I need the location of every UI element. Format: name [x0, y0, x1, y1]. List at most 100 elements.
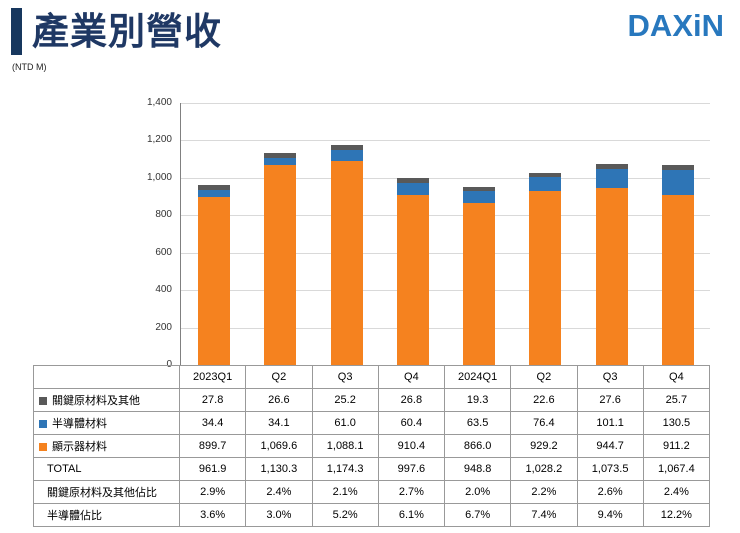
row-label-cell: 半導體佔比 — [33, 503, 180, 527]
bar-segment — [661, 165, 694, 171]
legend-swatch — [39, 443, 47, 452]
value-cell: 948.8 — [443, 457, 512, 481]
quarter-header-cell — [33, 365, 180, 389]
value-cell: 1,130.3 — [245, 457, 313, 481]
gridline — [181, 290, 710, 292]
legend-swatch — [39, 397, 47, 406]
y-axis-tick-label: 200 — [155, 321, 172, 333]
quarter-header-cell: Q3 — [576, 365, 644, 389]
y-axis-tick-label: 1,000 — [146, 171, 172, 183]
chart-plot — [180, 103, 710, 365]
stacked-bar-2023Q1 — [198, 185, 231, 365]
value-cell: 911.2 — [642, 434, 711, 458]
bar-segment — [330, 161, 363, 365]
bar-segment — [198, 196, 231, 365]
row-label-cell: 顯示器材料 — [33, 434, 180, 458]
y-axis-tick-label: 1,200 — [146, 134, 172, 146]
value-cell: 19.3 — [443, 388, 512, 412]
value-cell: 961.9 — [178, 457, 247, 481]
value-cell: 2.0% — [443, 480, 512, 504]
value-cell: 76.4 — [510, 411, 578, 435]
row-label-cell: 關鍵原材料及其他 — [33, 388, 180, 412]
value-cell: 12.2% — [642, 503, 711, 527]
gridline — [181, 103, 710, 104]
row-label-cell: 關鍵原材料及其他佔比 — [33, 480, 180, 504]
table-row: 關鍵原材料及其他 27.8 26.6 25.2 26.8 19.3 22.6 27.6 25.7 — [33, 388, 711, 412]
value-cell: 910.4 — [377, 434, 446, 458]
value-cell: 2.6% — [576, 480, 644, 504]
gridline — [181, 215, 710, 217]
value-cell: 1,028.2 — [510, 457, 578, 481]
value-cell: 63.5 — [443, 411, 512, 435]
value-cell: 34.4 — [178, 411, 247, 435]
value-cell: 3.0% — [245, 503, 313, 527]
value-cell: 1,088.1 — [311, 434, 379, 458]
bar-segment — [264, 164, 297, 365]
bar-segment — [463, 202, 496, 365]
value-cell: 997.6 — [377, 457, 446, 481]
value-cell: 27.6 — [576, 388, 644, 412]
gridline — [181, 252, 710, 254]
revenue-table: 2023Q1 Q2 Q3 Q4 2024Q1 Q2 Q3 Q4 關鍵原材料及其他 27.8 26.6… — [33, 365, 711, 527]
quarter-header-cell: Q3 — [311, 365, 379, 389]
quarter-header-cell: 2024Q1 — [443, 365, 512, 389]
bar-segment — [595, 169, 628, 189]
stacked-bar-2024Q1 — [463, 187, 496, 365]
bar-segment — [529, 191, 562, 365]
value-cell: 60.4 — [377, 411, 446, 435]
value-cell: 9.4% — [576, 503, 644, 527]
quarter-header-cell: Q4 — [642, 365, 711, 389]
bar-segment — [330, 150, 363, 162]
value-cell: 61.0 — [311, 411, 379, 435]
y-axis-tick-label: 600 — [155, 246, 172, 258]
bar-segment — [661, 194, 694, 365]
row-label-cell: TOTAL — [33, 457, 180, 481]
bar-segment — [198, 185, 231, 191]
value-cell: 1,067.4 — [642, 457, 711, 481]
row-label: 顯示器材料 — [52, 441, 107, 453]
quarter-header-cell: 2023Q1 — [178, 365, 247, 389]
value-cell: 26.8 — [377, 388, 446, 412]
quarter-header-cell: Q2 — [510, 365, 578, 389]
bar-segment — [264, 158, 297, 165]
value-cell: 6.1% — [377, 503, 446, 527]
value-cell: 2.7% — [377, 480, 446, 504]
stacked-bar-Q4 — [396, 178, 429, 365]
table-row: TOTAL 961.9 1,130.3 1,174.3 997.6 948.8 1,028.… — [33, 457, 711, 481]
bar-segment — [396, 194, 429, 365]
value-cell: 25.7 — [642, 388, 711, 412]
row-label: 關鍵原材料及其他佔比 — [47, 487, 157, 499]
table-row: 顯示器材料 899.7 1,069.6 1,088.1 910.4 866.0 929.2 9… — [33, 434, 711, 458]
gridline — [181, 327, 710, 329]
stacked-bar-Q2 — [529, 172, 562, 365]
bar-segment — [529, 172, 562, 177]
legend-swatch — [39, 420, 47, 429]
bar-segment — [595, 188, 628, 365]
bar-segment — [396, 183, 429, 195]
row-label: TOTAL — [47, 463, 82, 475]
bar-segment — [661, 170, 694, 195]
y-axis-tick-label: 800 — [155, 209, 172, 221]
bar-segment — [396, 178, 429, 184]
table-row: 關鍵原材料及其他佔比 2.9% 2.4% 2.1% 2.7% 2.0% 2.2% 2.6% 2.… — [33, 480, 711, 504]
bar-segment — [595, 164, 628, 170]
value-cell: 1,073.5 — [576, 457, 644, 481]
daxin-logo: DAXiN — [627, 8, 724, 43]
value-cell: 34.1 — [245, 411, 313, 435]
value-cell: 6.7% — [443, 503, 512, 527]
value-cell: 25.2 — [311, 388, 379, 412]
row-label: 半導體佔比 — [47, 510, 102, 522]
title-accent-bar — [11, 8, 22, 55]
bar-segment — [330, 145, 363, 151]
bar-segment — [529, 176, 562, 192]
row-label-cell: 半導體材料 — [33, 411, 180, 435]
y-axis-tick-label: 400 — [155, 284, 172, 296]
bar-segment — [463, 187, 496, 192]
value-cell: 2.1% — [311, 480, 379, 504]
value-cell: 3.6% — [178, 503, 247, 527]
value-cell: 929.2 — [510, 434, 578, 458]
value-cell: 27.8 — [178, 388, 247, 412]
table-row: 半導體佔比 3.6% 3.0% 5.2% 6.1% 6.7% 7.4% 9.4% 12.2% — [33, 503, 711, 527]
value-cell: 2.4% — [642, 480, 711, 504]
bar-segment — [463, 191, 496, 203]
